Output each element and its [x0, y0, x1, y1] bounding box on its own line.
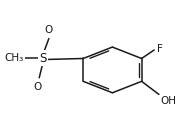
Text: CH₃: CH₃: [4, 53, 24, 63]
Text: O: O: [33, 82, 41, 92]
Text: F: F: [157, 44, 163, 54]
Text: S: S: [39, 52, 47, 65]
Text: OH: OH: [160, 96, 176, 106]
Text: O: O: [45, 25, 53, 35]
